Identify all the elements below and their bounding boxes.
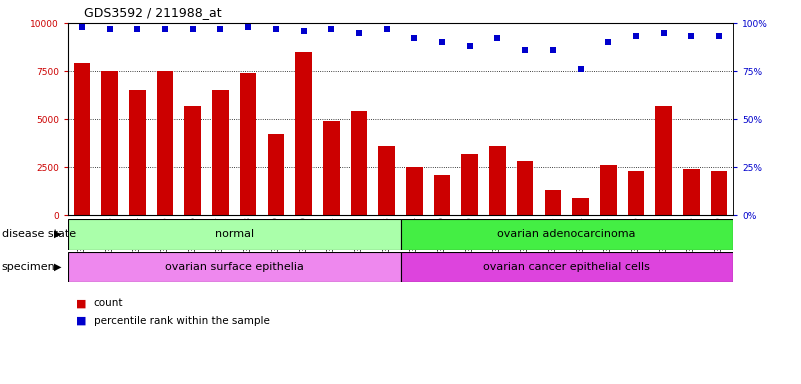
- Text: ovarian surface epithelia: ovarian surface epithelia: [165, 262, 304, 272]
- Point: [242, 24, 255, 30]
- Point: [491, 35, 504, 41]
- Bar: [239, 73, 256, 215]
- Bar: [572, 198, 589, 215]
- Point: [546, 47, 559, 53]
- Point: [630, 33, 642, 40]
- Bar: [157, 71, 173, 215]
- Text: ovarian cancer epithelial cells: ovarian cancer epithelial cells: [483, 262, 650, 272]
- Bar: [378, 146, 395, 215]
- Bar: [268, 134, 284, 215]
- Point: [519, 47, 532, 53]
- Bar: [434, 175, 450, 215]
- Point: [713, 33, 726, 40]
- Bar: [212, 90, 229, 215]
- Point: [574, 66, 587, 72]
- Bar: [683, 169, 700, 215]
- Bar: [296, 52, 312, 215]
- Bar: [74, 63, 91, 215]
- Point: [685, 33, 698, 40]
- Bar: [406, 167, 423, 215]
- Point: [380, 26, 393, 32]
- Text: ■: ■: [76, 316, 87, 326]
- Text: ▶: ▶: [54, 262, 62, 272]
- Text: percentile rank within the sample: percentile rank within the sample: [94, 316, 270, 326]
- Bar: [489, 146, 505, 215]
- Bar: [628, 171, 644, 215]
- Bar: [517, 161, 533, 215]
- Bar: [400, 252, 733, 282]
- Point: [408, 35, 421, 41]
- Bar: [101, 71, 118, 215]
- Bar: [710, 171, 727, 215]
- Text: ■: ■: [76, 298, 87, 308]
- Text: count: count: [94, 298, 123, 308]
- Bar: [600, 165, 617, 215]
- Bar: [68, 252, 400, 282]
- Point: [75, 24, 88, 30]
- Point: [103, 26, 116, 32]
- Bar: [461, 154, 478, 215]
- Point: [131, 26, 143, 32]
- Point: [658, 30, 670, 36]
- Point: [297, 28, 310, 34]
- Point: [214, 26, 227, 32]
- Point: [325, 26, 338, 32]
- Text: specimen: specimen: [2, 262, 55, 272]
- Bar: [184, 106, 201, 215]
- Point: [436, 39, 449, 45]
- Point: [187, 26, 199, 32]
- Bar: [545, 190, 562, 215]
- Point: [159, 26, 171, 32]
- Text: disease state: disease state: [2, 229, 76, 239]
- Point: [269, 26, 282, 32]
- Bar: [400, 219, 733, 250]
- Bar: [68, 219, 400, 250]
- Point: [463, 43, 476, 49]
- Text: normal: normal: [215, 229, 254, 239]
- Text: GDS3592 / 211988_at: GDS3592 / 211988_at: [84, 6, 222, 19]
- Bar: [129, 90, 146, 215]
- Point: [352, 30, 365, 36]
- Point: [602, 39, 614, 45]
- Bar: [351, 111, 367, 215]
- Bar: [655, 106, 672, 215]
- Text: ovarian adenocarcinoma: ovarian adenocarcinoma: [497, 229, 636, 239]
- Text: ▶: ▶: [54, 229, 62, 239]
- Bar: [323, 121, 340, 215]
